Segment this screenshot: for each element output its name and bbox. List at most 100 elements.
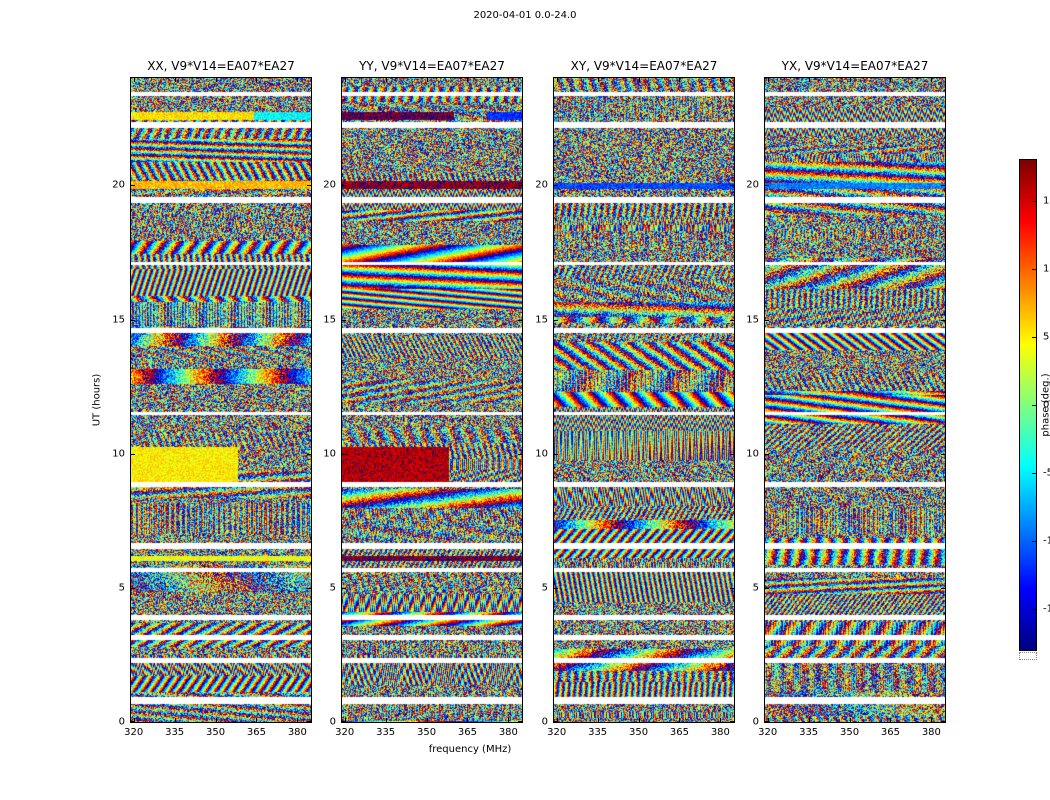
y-tick-label: 20 [323,179,336,191]
x-tick-mark [426,78,428,82]
y-tick-mark [941,453,945,455]
x-tick-mark [679,718,681,722]
y-tick-label: 5 [541,582,548,594]
colorbar-tick-mark [1032,473,1036,475]
y-tick-mark [131,453,135,455]
x-tick-mark [297,718,299,722]
phase-heatmap-yx [764,77,946,723]
x-tick-mark [638,718,640,722]
y-tick-mark [554,319,558,321]
y-tick-label: 10 [535,448,548,460]
y-tick-mark [131,185,135,187]
panel-title-xy: XY, V9*V14=EA07*EA27 [570,59,718,73]
phase-heatmap-yy [341,77,523,723]
x-tick-mark [890,78,892,82]
y-tick-mark [518,453,522,455]
x-tick-label: 335 [588,727,608,738]
figure-title: 2020-04-01 0.0-24.0 [473,10,577,21]
x-tick-label: 335 [165,727,185,738]
x-tick-mark [174,718,176,722]
y-tick-mark [518,587,522,589]
x-tick-mark [256,78,258,82]
y-tick-label: 15 [535,314,548,325]
x-tick-mark [931,78,933,82]
colorbar-tick-mark [1032,200,1036,202]
x-tick-mark [767,718,769,722]
panel-title-yy: YY, V9*V14=EA07*EA27 [359,59,505,73]
x-tick-mark [808,78,810,82]
x-tick-label: 320 [758,727,778,738]
y-tick-mark [941,185,945,187]
x-tick-mark [767,78,769,82]
y-tick-mark [554,453,558,455]
x-tick-label: 380 [287,727,307,738]
y-tick-mark [307,185,311,187]
y-tick-mark [765,721,769,722]
y-tick-mark [730,721,734,722]
x-tick-label: 350 [416,727,437,738]
y-tick-label: 20 [535,179,548,191]
y-tick-label: 15 [746,314,759,325]
x-tick-label: 350 [205,727,226,738]
phase-heatmap-xy [553,77,735,723]
x-tick-mark [215,78,217,82]
y-tick-label: 0 [752,716,759,728]
y-tick-label: 5 [752,582,759,594]
x-tick-mark [385,78,387,82]
y-tick-label: 20 [112,179,125,191]
colorbar-tick-label: 100 [1043,263,1050,275]
y-tick-mark [941,319,945,321]
y-tick-mark [730,587,734,589]
x-tick-mark [556,78,558,82]
x-tick-label: 320 [335,727,355,738]
y-tick-label: 0 [329,716,336,728]
colorbar-tick-label: -50 [1043,467,1050,479]
y-tick-label: 0 [541,716,548,728]
y-tick-mark [131,319,135,321]
x-tick-mark [174,78,176,82]
x-tick-label: 380 [921,727,941,738]
phase-heatmap-xx [130,77,312,723]
x-tick-label: 320 [547,727,567,738]
y-tick-mark [518,721,522,722]
colorbar-tick-label: 150 [1043,195,1050,207]
x-tick-mark [385,718,387,722]
x-tick-mark [849,718,851,722]
y-tick-label: 0 [118,716,125,728]
colorbar-tick-mark [1032,609,1036,611]
x-tick-label: 335 [799,727,819,738]
x-tick-label: 365 [669,727,689,738]
x-tick-mark [133,78,135,82]
y-tick-mark [131,721,135,722]
x-tick-mark [556,718,558,722]
colorbar-tick-label: -150 [1043,603,1050,615]
y-tick-mark [131,587,135,589]
colorbar-tick-label: 50 [1043,331,1050,343]
x-tick-mark [508,78,510,82]
y-tick-label: 10 [323,448,336,460]
x-tick-mark [133,718,135,722]
x-tick-label: 365 [457,727,477,738]
y-tick-mark [554,721,558,722]
y-tick-mark [518,319,522,321]
y-tick-mark [941,721,945,722]
colorbar-tick-label: 0 [1043,399,1050,411]
y-tick-mark [941,587,945,589]
y-tick-mark [307,319,311,321]
x-tick-mark [638,78,640,82]
y-tick-mark [765,453,769,455]
x-axis-label: frequency (MHz) [428,744,512,755]
y-tick-label: 5 [329,582,336,594]
y-tick-mark [765,587,769,589]
x-tick-mark [679,78,681,82]
x-tick-mark [931,718,933,722]
y-tick-mark [307,721,311,722]
y-tick-mark [518,185,522,187]
y-tick-mark [730,185,734,187]
x-tick-mark [808,718,810,722]
panel-title-xx: XX, V9*V14=EA07*EA27 [147,59,295,73]
x-tick-mark [849,78,851,82]
x-tick-mark [467,718,469,722]
y-tick-label: 20 [746,179,759,191]
